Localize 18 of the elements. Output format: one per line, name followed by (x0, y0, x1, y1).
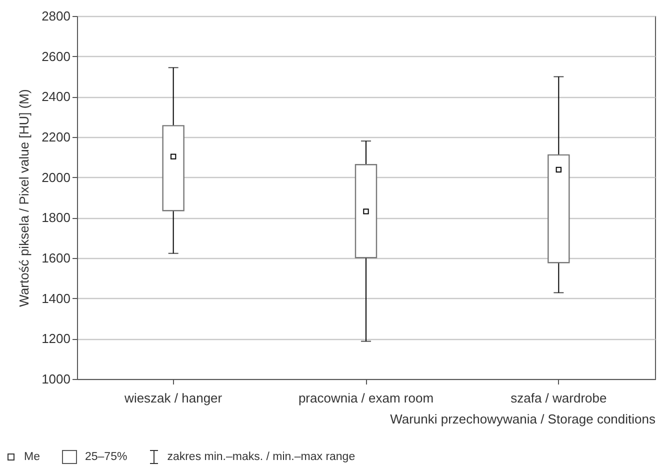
y-tick-label: 1400 (42, 290, 70, 306)
y-tick-label: 2400 (42, 89, 70, 104)
y-tick-label: 1200 (42, 331, 70, 346)
text: zakres min.–maks. / min.–max range (167, 451, 356, 463)
text: 25–75% (84, 451, 128, 463)
y-tick-label: 1000 (42, 372, 70, 386)
y-axis-title: Wartość piksela / Pixel value [HU] (M) (16, 89, 32, 307)
y-tick-label: 2000 (42, 170, 70, 185)
y-tick-label: 1600 (42, 250, 70, 266)
y-tick-label: 2600 (42, 48, 70, 64)
y-tick-label: 2200 (42, 130, 70, 144)
x-tick-label: pracownia / exam room (298, 390, 434, 406)
x-tick-label: wieszak / hanger (124, 390, 223, 406)
x-tick-label: szafa / wardrobe (510, 390, 607, 406)
x-axis-title: Warunki przechowywania / Storage conditions (390, 412, 656, 426)
y-tick-label: 1800 (42, 210, 70, 226)
y-tick-label: 2800 (42, 8, 70, 24)
text: Me (24, 451, 40, 463)
